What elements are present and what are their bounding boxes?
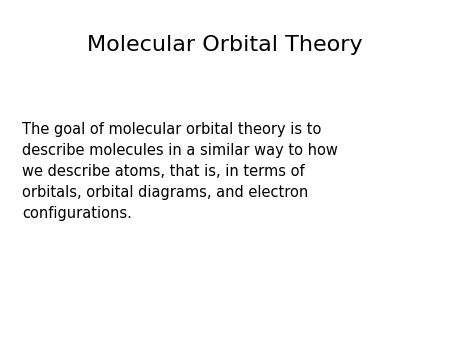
Text: The goal of molecular orbital theory is to
describe molecules in a similar way t: The goal of molecular orbital theory is … <box>22 122 338 221</box>
Text: Molecular Orbital Theory: Molecular Orbital Theory <box>87 35 363 55</box>
